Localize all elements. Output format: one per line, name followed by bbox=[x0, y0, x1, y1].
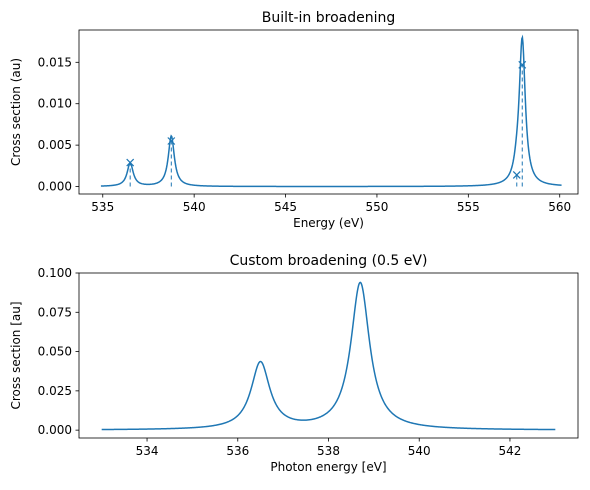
stick-marker bbox=[167, 137, 176, 145]
x-tick-label: 550 bbox=[365, 200, 388, 214]
stick-marker bbox=[126, 158, 135, 167]
y-tick-label: 0.005 bbox=[38, 138, 72, 152]
subplot-1: 535 540 545 550 555 560 0.000 0.005 0.010 0.015 Bu… bbox=[9, 10, 579, 230]
y-tick-label: 0.010 bbox=[38, 97, 72, 111]
x-tick-label: 540 bbox=[408, 444, 431, 458]
y-tick-label: 0.000 bbox=[38, 423, 72, 437]
axes-frame bbox=[78, 272, 579, 439]
chart-title: Built-in broadening bbox=[262, 10, 396, 26]
y-tick-label: 0.015 bbox=[38, 55, 72, 69]
subplot-2: 534 536 538 540 542 0.000 0.025 0.050 0.075 0.100… bbox=[9, 253, 579, 474]
y-axis-label: Cross section [au] bbox=[9, 301, 23, 409]
x-axis-label: Photon energy [eV] bbox=[270, 460, 386, 474]
x-tick-label: 560 bbox=[548, 200, 571, 214]
stick-marker bbox=[518, 60, 527, 69]
x-tick-label: 545 bbox=[274, 200, 297, 214]
y-tick-label: 0.100 bbox=[38, 266, 72, 280]
stick-marker bbox=[512, 171, 521, 179]
spectrum-line bbox=[100, 34, 562, 188]
y-tick-label: 0.050 bbox=[38, 345, 72, 359]
y-tick-label: 0.075 bbox=[38, 305, 72, 319]
y-tick-label: 0.025 bbox=[38, 384, 72, 398]
y-axis-label: Cross section (au) bbox=[9, 58, 23, 166]
x-axis-label: Energy (eV) bbox=[293, 216, 364, 230]
chart-title: Custom broadening (0.5 eV) bbox=[230, 253, 428, 269]
x-tick-label: 536 bbox=[226, 444, 249, 458]
x-tick-label: 535 bbox=[91, 200, 114, 214]
spectrum-line bbox=[101, 281, 556, 431]
x-tick-label: 534 bbox=[136, 444, 159, 458]
x-tick-label: 542 bbox=[499, 444, 522, 458]
x-tick-label: 538 bbox=[317, 444, 340, 458]
axes-frame bbox=[78, 29, 579, 195]
x-tick-label: 540 bbox=[183, 200, 206, 214]
x-tick-label: 555 bbox=[457, 200, 480, 214]
y-tick-label: 0.000 bbox=[38, 180, 72, 194]
